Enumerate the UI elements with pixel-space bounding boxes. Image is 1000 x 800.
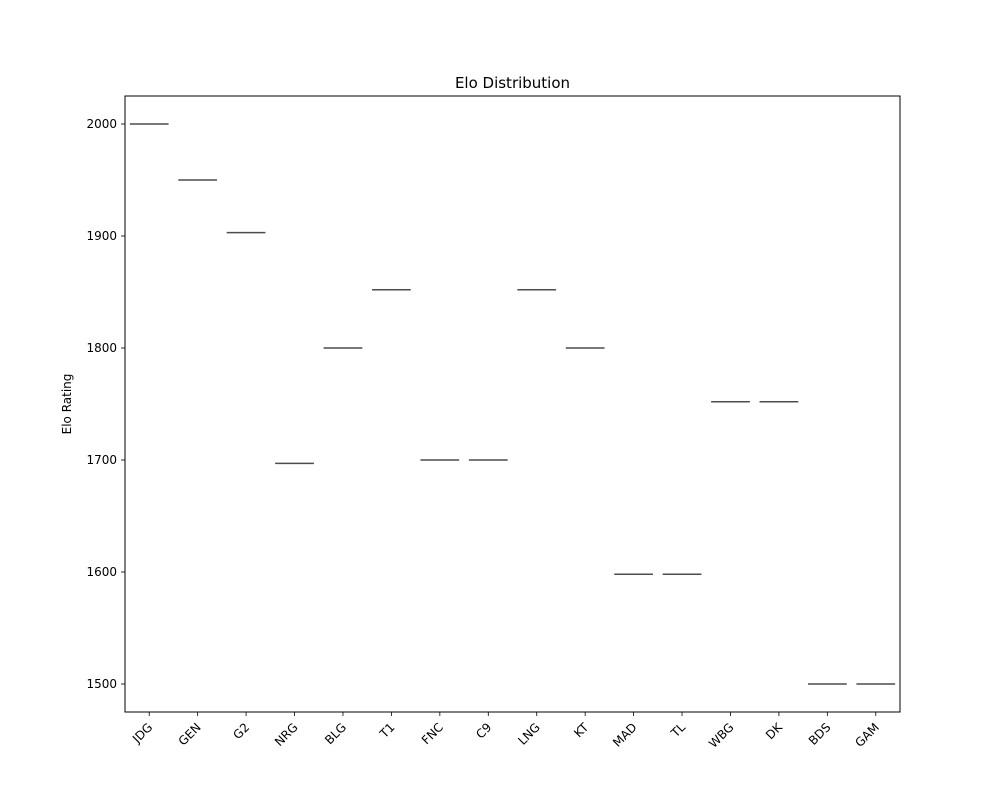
x-tick-label: JDG <box>129 720 155 746</box>
x-tick-label: G2 <box>230 720 252 742</box>
x-tick-label: NRG <box>272 720 301 749</box>
x-tick-label: T1 <box>376 720 397 741</box>
y-tick-label: 1800 <box>86 341 117 355</box>
x-tick-label: KT <box>571 720 591 740</box>
y-tick-label: 1700 <box>86 453 117 467</box>
x-tick-label: WBG <box>706 720 737 751</box>
x-tick-label: FNC <box>419 720 446 747</box>
x-tick-label: TL <box>668 720 689 741</box>
x-tick-label: C9 <box>473 720 494 741</box>
chart-title: Elo Distribution <box>455 74 570 92</box>
x-tick-label: DK <box>763 719 786 742</box>
x-tick-label: GEN <box>176 720 204 748</box>
x-tick-label: GAM <box>852 720 882 750</box>
y-axis-ticks: 1500 1600 1700 1800 1900 2000 <box>86 117 125 691</box>
y-tick-label: 2000 <box>86 117 117 131</box>
x-tick-label: LNG <box>515 720 543 748</box>
x-tick-label: BLG <box>322 720 349 747</box>
y-tick-label: 1500 <box>86 677 117 691</box>
x-tick-label: MAD <box>610 720 640 750</box>
x-tick-label: BDS <box>806 720 834 748</box>
plot-frame <box>124 95 901 713</box>
y-axis-label: Elo Rating <box>60 374 74 435</box>
y-tick-label: 1900 <box>86 229 117 243</box>
y-tick-label: 1600 <box>86 565 117 579</box>
x-axis-ticks: JDG GEN G2 NRG BLG T1 FNC C9 LNG KT MAD TL WBG DK BDS G… <box>129 712 882 751</box>
plot-marks <box>129 123 896 685</box>
